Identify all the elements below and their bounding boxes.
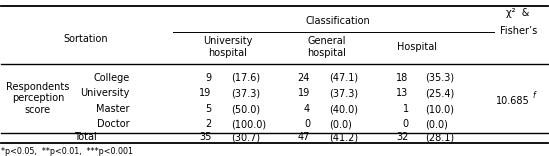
Text: *p<0.05,  **p<0.01,  ***p<0.001: *p<0.05, **p<0.01, ***p<0.001 (1, 147, 133, 156)
Text: 10.685: 10.685 (496, 96, 530, 106)
Text: 9: 9 (205, 73, 211, 83)
Text: (30.7): (30.7) (231, 132, 260, 142)
Text: (25.4): (25.4) (425, 88, 455, 98)
Text: Master: Master (96, 104, 130, 114)
Text: Respondents
perception
score: Respondents perception score (6, 82, 70, 115)
Text: Total: Total (74, 132, 97, 142)
Text: (37.3): (37.3) (231, 88, 260, 98)
Text: (35.3): (35.3) (425, 73, 454, 83)
Text: 1: 1 (402, 104, 408, 114)
Text: (17.6): (17.6) (231, 73, 260, 83)
Text: (28.1): (28.1) (425, 132, 454, 142)
Text: (0.0): (0.0) (425, 119, 448, 129)
Text: (100.0): (100.0) (231, 119, 266, 129)
Text: 47: 47 (298, 132, 310, 142)
Text: (50.0): (50.0) (231, 104, 260, 114)
Text: (0.0): (0.0) (329, 119, 352, 129)
Text: χ²  &: χ² & (507, 7, 530, 17)
Text: (37.3): (37.3) (329, 88, 358, 98)
Text: 2: 2 (205, 119, 211, 129)
Text: 13: 13 (396, 88, 408, 98)
Text: General
hospital: General hospital (307, 37, 346, 58)
Text: 35: 35 (199, 132, 211, 142)
Text: 18: 18 (396, 73, 408, 83)
Text: 19: 19 (298, 88, 310, 98)
Text: (47.1): (47.1) (329, 73, 358, 83)
Text: 19: 19 (199, 88, 211, 98)
Text: Hospital: Hospital (397, 42, 437, 52)
Text: 24: 24 (298, 73, 310, 83)
Text: (41.2): (41.2) (329, 132, 358, 142)
Text: 5: 5 (205, 104, 211, 114)
Text: (40.0): (40.0) (329, 104, 358, 114)
Text: 4: 4 (304, 104, 310, 114)
Text: Doctor: Doctor (97, 119, 130, 129)
Text: Classification: Classification (305, 16, 370, 26)
Text: University
hospital: University hospital (203, 37, 253, 58)
Text: Sortation: Sortation (63, 34, 108, 44)
Text: f: f (532, 91, 535, 100)
Text: 32: 32 (396, 132, 408, 142)
Text: Fisher’s: Fisher’s (500, 26, 537, 36)
Text: 0: 0 (304, 119, 310, 129)
Text: College: College (93, 73, 130, 83)
Text: (10.0): (10.0) (425, 104, 454, 114)
Text: 0: 0 (402, 119, 408, 129)
Text: University: University (80, 88, 130, 98)
